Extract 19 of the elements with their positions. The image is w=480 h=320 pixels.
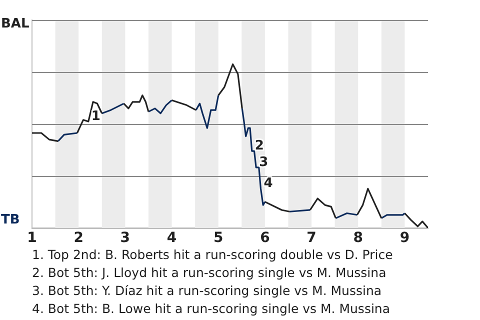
x-tick-label: 5 [213,230,224,246]
x-tick-label: 9 [400,230,410,246]
x-tick-label: 3 [120,230,130,246]
x-tick-label: 6 [260,230,270,246]
text: 1. Top 2nd: B. Roberts hit a run-scoring double vs D. Price [32,246,394,264]
text: 4. Bot 5th: B. Lowe hit a run-scoring single vs M. Mussina [32,300,392,318]
x-tick-label: 7 [306,230,316,246]
x-tick-label: 4 [166,230,177,246]
x-tick-label: 2 [74,230,84,246]
annotation: 1 [91,108,100,124]
text: 3. Bot 5th: Y. Díaz hit a run-scoring single vs M. Mussina [32,282,383,300]
x-tick-label: 1 [27,230,37,246]
x-tick-label: 8 [353,230,363,246]
annotation: 4 [264,176,273,192]
text: TB [1,212,20,228]
text: 2. Bot 5th: J. Lloyd hit a run-scoring single vs M. Mussina [32,264,388,282]
text: BAL [1,16,30,32]
annotation: 2 [254,138,264,154]
annotation: 3 [259,154,268,170]
